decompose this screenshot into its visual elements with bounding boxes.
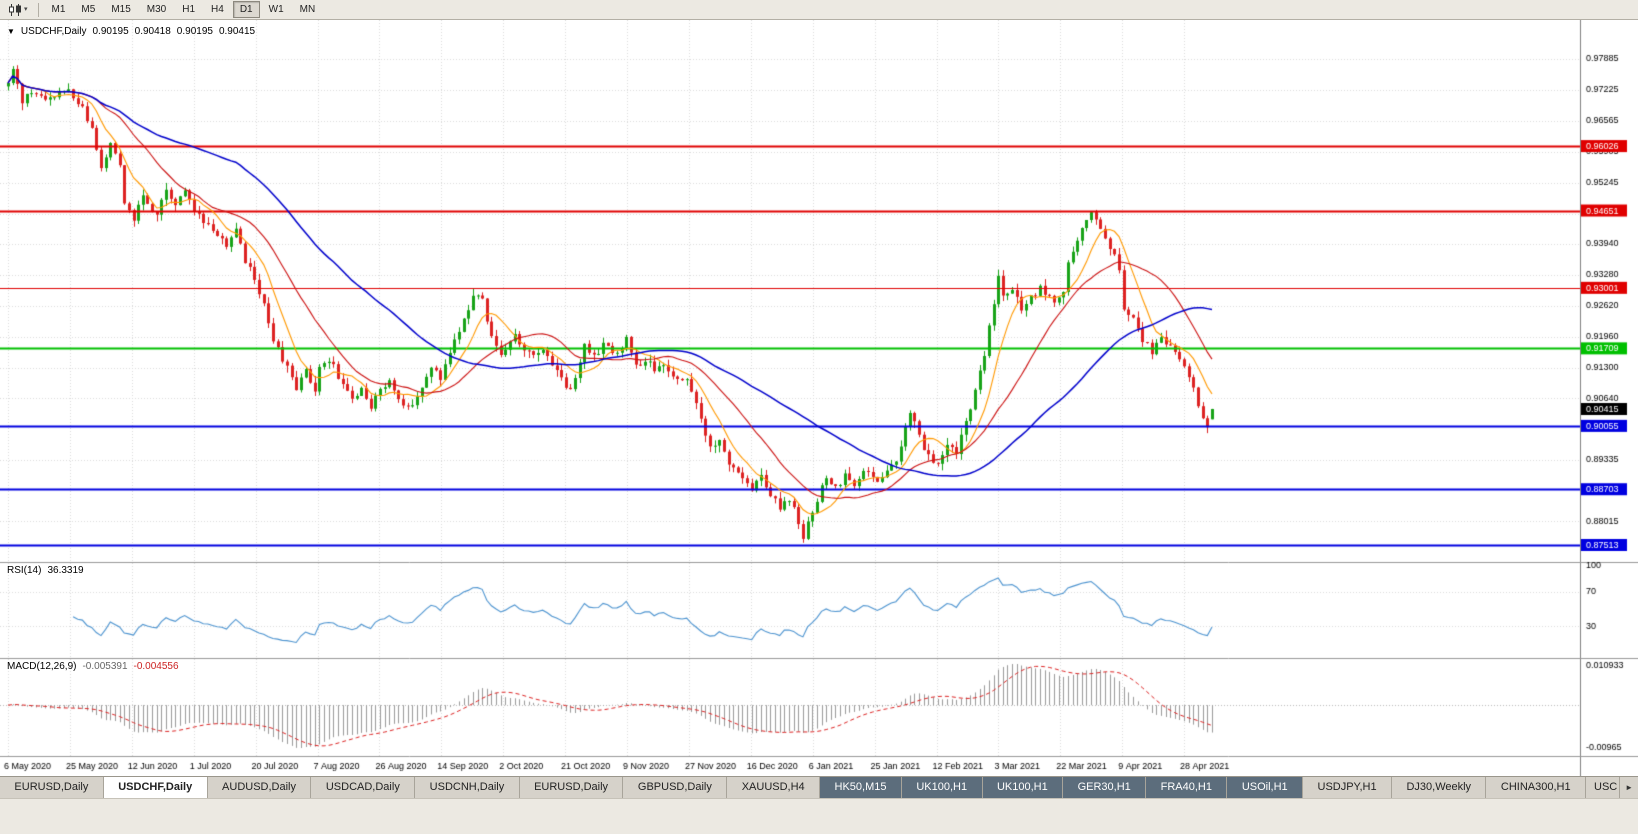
chart-tab-audusd-daily[interactable]: AUDUSD,Daily bbox=[207, 777, 312, 798]
tab-scroll-right-icon[interactable]: ► bbox=[1620, 777, 1638, 798]
macd-main-value: -0.005391 bbox=[82, 661, 128, 672]
price-chart-canvas[interactable] bbox=[0, 20, 1638, 776]
chart-tab-eurusd-daily-2[interactable]: EURUSD,Daily bbox=[519, 777, 624, 798]
timeframe-button-m15[interactable]: M15 bbox=[104, 1, 137, 18]
top-toolbar: ▾ M1 M5 M15 M30 H1 H4 D1 W1 MN bbox=[0, 0, 1638, 20]
ohlc-high-value: 0.90418 bbox=[134, 26, 171, 37]
chart-tab-usoil-h1[interactable]: USOil,H1 bbox=[1227, 777, 1304, 798]
timeframe-button-w1[interactable]: W1 bbox=[262, 1, 291, 18]
chart-tab-eurusd-daily-1[interactable]: EURUSD,Daily bbox=[0, 777, 104, 798]
chart-tab-usc-partial[interactable]: USC bbox=[1586, 777, 1621, 798]
ohlc-low-value: 0.90195 bbox=[176, 26, 213, 37]
chart-tab-ger30-h1[interactable]: GER30,H1 bbox=[1063, 777, 1147, 798]
chart-title: ▼ USDCHF,Daily 0.90195 0.90418 0.90195 0… bbox=[7, 26, 255, 37]
chart-tab-fra40-h1[interactable]: FRA40,H1 bbox=[1146, 777, 1228, 798]
macd-indicator-label: MACD(12,26,9) -0.005391 -0.004556 bbox=[7, 661, 179, 672]
timeframe-button-d1[interactable]: D1 bbox=[232, 1, 260, 18]
chart-tab-usdcad-daily[interactable]: USDCAD,Daily bbox=[311, 777, 416, 798]
chart-type-button[interactable]: ▾ bbox=[4, 1, 32, 18]
timeframe-button-h4[interactable]: H4 bbox=[204, 1, 231, 18]
chart-tab-uk100-h1-2[interactable]: UK100,H1 bbox=[982, 777, 1064, 798]
rsi-indicator-label: RSI(14) 36.3319 bbox=[7, 565, 84, 576]
candlestick-chart-icon bbox=[9, 3, 21, 16]
chart-tab-china300-h1[interactable]: CHINA300,H1 bbox=[1486, 777, 1587, 798]
chart-tab-usdjpy-h1[interactable]: USDJPY,H1 bbox=[1303, 777, 1393, 798]
timeframe-button-h1[interactable]: H1 bbox=[175, 1, 202, 18]
ohlc-close-value: 0.90415 bbox=[218, 26, 256, 37]
chart-tab-hk50-m15[interactable]: HK50,M15 bbox=[820, 777, 902, 798]
chart-tab-usdcnh-daily[interactable]: USDCNH,Daily bbox=[415, 777, 520, 798]
macd-signal-value: -0.004556 bbox=[133, 661, 179, 672]
rsi-name: RSI(14) bbox=[7, 565, 42, 576]
timeframe-button-m30[interactable]: M30 bbox=[140, 1, 173, 18]
chart-tab-bar: EURUSD,Daily USDCHF,Daily AUDUSD,Daily U… bbox=[0, 776, 1638, 798]
chart-tab-xauusd-h4[interactable]: XAUUSD,H4 bbox=[727, 777, 821, 798]
timeframe-button-m1[interactable]: M1 bbox=[45, 1, 73, 18]
toolbar-separator bbox=[37, 2, 39, 17]
chart-tab-dj30-weekly[interactable]: DJ30,Weekly bbox=[1392, 777, 1487, 798]
timeframe-button-mn[interactable]: MN bbox=[293, 1, 323, 18]
chart-type-dropdown-icon: ▾ bbox=[24, 6, 28, 13]
timeframe-button-m5[interactable]: M5 bbox=[74, 1, 102, 18]
chart-collapse-icon[interactable]: ▼ bbox=[7, 26, 15, 36]
chart-tab-uk100-h1-1[interactable]: UK100,H1 bbox=[901, 777, 983, 798]
chart-tab-usdchf-daily[interactable]: USDCHF,Daily bbox=[103, 777, 208, 798]
chart-tab-gbpusd-daily[interactable]: GBPUSD,Daily bbox=[623, 777, 728, 798]
bottom-strip bbox=[0, 798, 1638, 834]
chart-symbol-label: USDCHF,Daily bbox=[20, 26, 87, 37]
ohlc-open-value: 0.90195 bbox=[92, 26, 129, 37]
macd-name: MACD(12,26,9) bbox=[7, 661, 77, 672]
rsi-value: 36.3319 bbox=[47, 565, 84, 576]
